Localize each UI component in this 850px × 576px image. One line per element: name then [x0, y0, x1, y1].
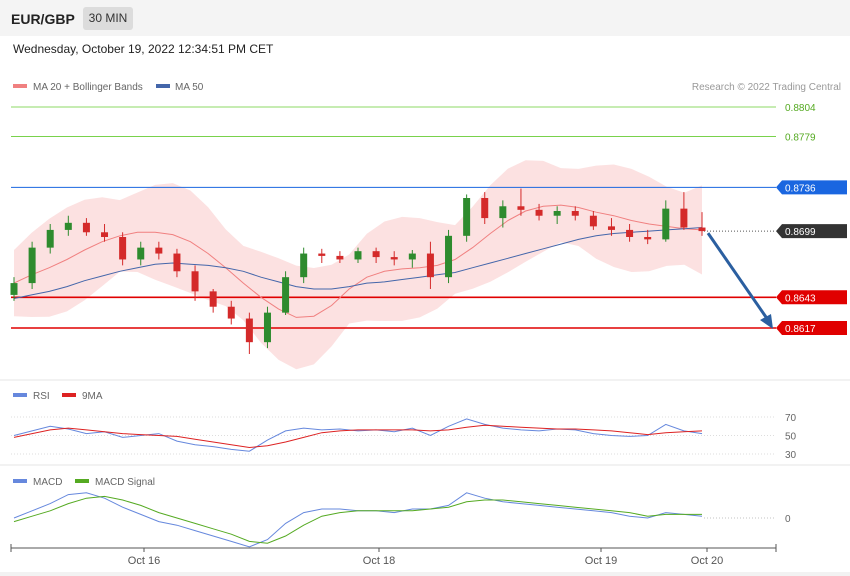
rsi-indicator: 70 50 30	[11, 413, 797, 461]
rsi-legend-label: RSI	[33, 391, 50, 402]
symbol-title: EUR/GBP	[11, 11, 75, 27]
candle-body	[191, 271, 199, 292]
candle-body	[101, 232, 109, 237]
price-levels: 0.8804 0.8779 0.8736 0.8699 0.8643 0.8617	[11, 103, 847, 335]
candle-body	[318, 253, 326, 256]
candle-body	[263, 312, 271, 343]
candle-body	[119, 237, 127, 260]
candle-body	[82, 222, 90, 233]
candle-body	[445, 235, 453, 278]
candle-body	[372, 251, 380, 258]
candle-body	[426, 253, 434, 278]
candle-body	[173, 253, 181, 272]
candle-body	[680, 208, 688, 228]
ma20-line	[13, 204, 703, 318]
candle-body	[64, 222, 72, 230]
level-label-0.8804: 0.8804	[785, 103, 816, 114]
ma50-legend-label: MA 50	[175, 82, 204, 93]
candle-body	[336, 255, 344, 260]
ma20-legend-label: MA 20 + Bollinger Bands	[33, 82, 143, 93]
rsi-ma-legend-swatch	[62, 393, 76, 397]
macd-indicator: 0	[13, 492, 791, 548]
top-bar: EUR/GBP 30 MIN	[0, 0, 850, 36]
macd-tick-label: 0	[785, 514, 791, 525]
rsi-line	[13, 418, 703, 452]
candle-body	[571, 211, 579, 216]
macd-legend-label: MACD	[33, 477, 62, 488]
rsi-tick-label: 70	[785, 413, 797, 424]
candle-body	[282, 277, 290, 313]
candle-body	[46, 229, 54, 248]
candle-body	[354, 251, 362, 260]
candle-body	[155, 247, 163, 254]
level-tag-0.8736	[776, 180, 847, 195]
level-label-0.8736: 0.8736	[785, 183, 816, 194]
bollinger-bands	[14, 160, 702, 370]
candle-body	[517, 206, 525, 210]
time-axis-label: Oct 18	[363, 555, 395, 567]
candle-body	[245, 318, 253, 343]
macd-signal-line	[13, 495, 702, 544]
datetime-label: Wednesday, October 19, 2022 12:34:51 PM …	[13, 42, 274, 56]
candle-body	[408, 253, 416, 260]
level-label-0.8617: 0.8617	[785, 324, 816, 335]
macd-panel	[0, 466, 850, 572]
candle-body	[499, 206, 507, 219]
forecast-arrow-shaft	[706, 232, 770, 321]
level-label-0.8643: 0.8643	[785, 293, 816, 304]
candle-body	[137, 247, 145, 260]
candle-body	[662, 208, 670, 240]
ma50-line	[13, 227, 703, 299]
ma20-legend-swatch	[13, 84, 27, 88]
level-label-0.8699: 0.8699	[785, 227, 816, 238]
candle-body	[535, 209, 543, 216]
rsi-legend-swatch	[13, 393, 27, 397]
time-axis-label: Oct 16	[128, 555, 160, 567]
ma50-legend-swatch	[156, 84, 170, 88]
level-label-0.8779: 0.8779	[785, 133, 816, 144]
rsi-tick-label: 30	[785, 450, 797, 461]
macd-signal-legend-label: MACD Signal	[95, 477, 155, 488]
candle-body	[209, 291, 217, 307]
timeframe-badge[interactable]: 30 MIN	[83, 7, 133, 30]
candle-body	[390, 257, 398, 260]
candle-body	[698, 227, 706, 232]
time-axis-label: Oct 19	[585, 555, 617, 567]
rsi-panel	[0, 381, 850, 464]
time-axis-label: Oct 20	[691, 555, 723, 567]
candle-body	[227, 306, 235, 319]
level-tag-0.8699	[776, 224, 847, 239]
candle-body	[626, 229, 634, 237]
bollinger-band-area	[14, 160, 702, 370]
level-tag-0.8617	[776, 321, 847, 335]
rsi-tick-label: 50	[785, 432, 797, 443]
candle-body	[10, 283, 18, 295]
rsi-ma-line	[13, 424, 703, 449]
candle-body	[589, 215, 597, 227]
candle-body	[553, 211, 561, 216]
level-tag-0.8643	[776, 290, 847, 305]
candle-body	[300, 253, 308, 278]
candle-body	[481, 198, 489, 219]
candle-body	[463, 198, 471, 236]
credit-label: Research © 2022 Trading Central	[692, 82, 841, 93]
rsi-ma-legend-label: 9MA	[82, 391, 103, 402]
time-axis: Oct 16 Oct 18 Oct 19 Oct 20	[10, 544, 777, 567]
macd-line	[13, 492, 703, 548]
macd-legend-swatch	[13, 479, 27, 483]
candle-body	[607, 226, 615, 230]
candlesticks	[10, 188, 706, 354]
forecast-arrow-head	[760, 314, 773, 329]
macd-signal-legend-swatch	[75, 479, 89, 483]
candle-body	[644, 237, 652, 240]
candle-body	[28, 247, 36, 284]
moving-averages	[13, 204, 703, 318]
